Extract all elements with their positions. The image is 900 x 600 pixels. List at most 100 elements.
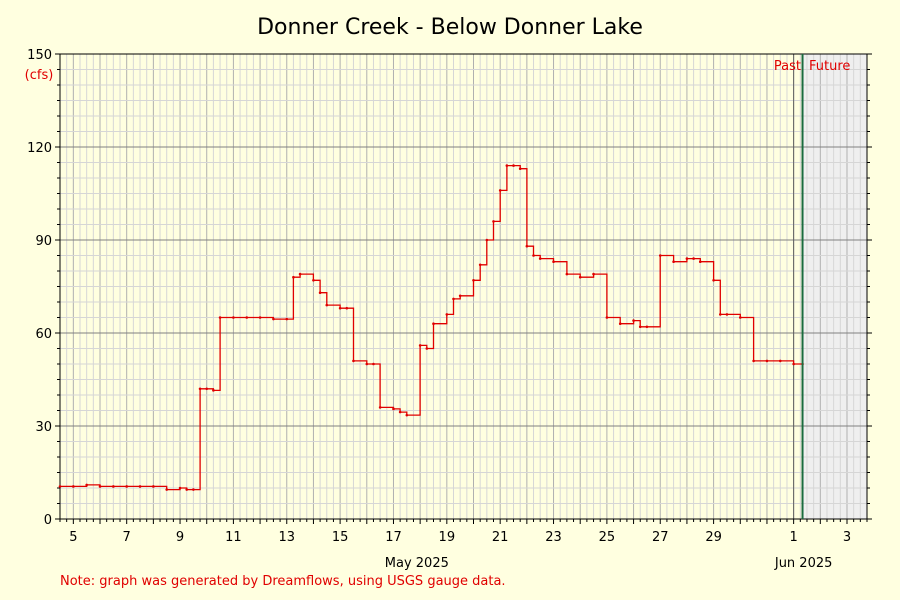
y-axis-label: (cfs) [25, 68, 54, 83]
flow-data-point [405, 413, 409, 417]
flow-data-point [718, 313, 722, 316]
flow-data-point [312, 279, 315, 282]
flow-data-point [512, 164, 515, 167]
flow-data-point [345, 306, 349, 310]
x-tick-label: 29 [705, 530, 722, 545]
x-tick-label: 1 [789, 530, 797, 545]
flow-data-point [85, 483, 88, 487]
flow-data-point [458, 294, 462, 298]
flow-data-point [178, 486, 182, 490]
flow-data-point [72, 485, 75, 488]
x-tick-label: 3 [843, 530, 851, 545]
month-label: May 2025 [385, 556, 449, 571]
flow-data-point [418, 344, 422, 347]
x-tick-label: 15 [332, 530, 349, 545]
flow-data-point [138, 485, 142, 488]
flow-data-point [325, 303, 329, 307]
flow-data-point [272, 317, 275, 321]
flow-data-point [692, 257, 695, 260]
future-label: Future [809, 59, 850, 74]
flow-data-point [232, 316, 235, 319]
flow-data-point [492, 220, 495, 223]
flow-data-point [578, 275, 582, 279]
flow-data-point [792, 362, 795, 366]
flow-data-point [618, 322, 622, 326]
flow-data-point [632, 319, 635, 322]
flow-data-point [752, 359, 755, 363]
flow-data-point [605, 316, 609, 319]
x-tick-label: 17 [385, 530, 402, 545]
flow-data-point [505, 164, 509, 167]
flow-data-point [725, 313, 729, 316]
y-tick-label: 0 [44, 513, 52, 528]
flow-data-point [165, 488, 169, 491]
x-tick-label: 5 [69, 530, 77, 545]
x-tick-label: 13 [278, 530, 295, 545]
flow-data-point [445, 313, 449, 316]
chart-title: Donner Creek - Below Donner Lake [257, 15, 643, 40]
flow-data-point [425, 347, 429, 350]
flow-data-point [498, 189, 502, 192]
flow-data-point [205, 387, 209, 391]
flow-data-point [98, 485, 102, 488]
flow-data-point [525, 244, 529, 248]
flow-data-point [432, 322, 435, 326]
flow-data-point [538, 257, 542, 260]
flow-data-point [365, 362, 369, 366]
flow-data-point [338, 306, 342, 310]
x-tick-label: 19 [439, 530, 456, 545]
past-label: Past [774, 59, 801, 74]
flow-data-point [638, 325, 642, 329]
y-tick-label: 150 [27, 48, 52, 63]
flow-data-point [378, 406, 382, 409]
flow-data-point [592, 272, 595, 276]
y-tick-label: 90 [35, 234, 52, 249]
y-tick-label: 60 [35, 327, 52, 342]
x-tick-label: 23 [545, 530, 562, 545]
x-tick-label: 27 [652, 530, 669, 545]
flow-data-point [212, 389, 215, 392]
y-tick-label: 120 [27, 141, 52, 156]
flow-data-point [478, 263, 482, 267]
flow-data-point [392, 407, 395, 411]
flow-data-point [218, 316, 222, 319]
flow-data-point [152, 485, 155, 488]
flow-data-point [645, 325, 649, 329]
flow-data-point [658, 254, 662, 257]
flow-data-point [318, 291, 322, 295]
flow-data-point [485, 238, 489, 242]
source-note: Note: graph was generated by Dreamflows,… [60, 574, 506, 589]
flow-data-point [565, 272, 569, 276]
flow-data-point [398, 410, 402, 414]
flow-data-point [372, 362, 375, 366]
flow-data-point [298, 272, 302, 276]
flow-data-point [778, 359, 782, 363]
flow-data-point [552, 260, 555, 264]
flow-data-point [685, 257, 689, 260]
flow-data-point [192, 488, 195, 491]
flow-series-line [60, 164, 803, 491]
flow-data-point [125, 485, 128, 488]
flow-data-point [765, 359, 769, 363]
x-tick-label: 9 [176, 530, 184, 545]
flow-data-point [698, 260, 702, 264]
flow-data-point [712, 279, 715, 282]
flow-data-point [452, 297, 455, 301]
flow-data-point [285, 317, 289, 321]
flow-data-point [112, 485, 115, 488]
flow-data-point [532, 254, 535, 257]
flow-data-point [738, 316, 742, 319]
flow-data-point [245, 316, 249, 319]
flow-data-point [292, 275, 295, 279]
y-tick-label: 30 [35, 420, 52, 435]
x-tick-label: 7 [123, 530, 131, 545]
flow-data-point [472, 279, 475, 282]
flow-data-point [352, 359, 355, 363]
flow-data-point [258, 316, 262, 319]
flow-data-point [672, 260, 675, 264]
month-label: Jun 2025 [774, 556, 833, 571]
x-tick-label: 25 [599, 530, 616, 545]
flow-data-point [518, 167, 522, 170]
flow-data-point [58, 485, 62, 488]
